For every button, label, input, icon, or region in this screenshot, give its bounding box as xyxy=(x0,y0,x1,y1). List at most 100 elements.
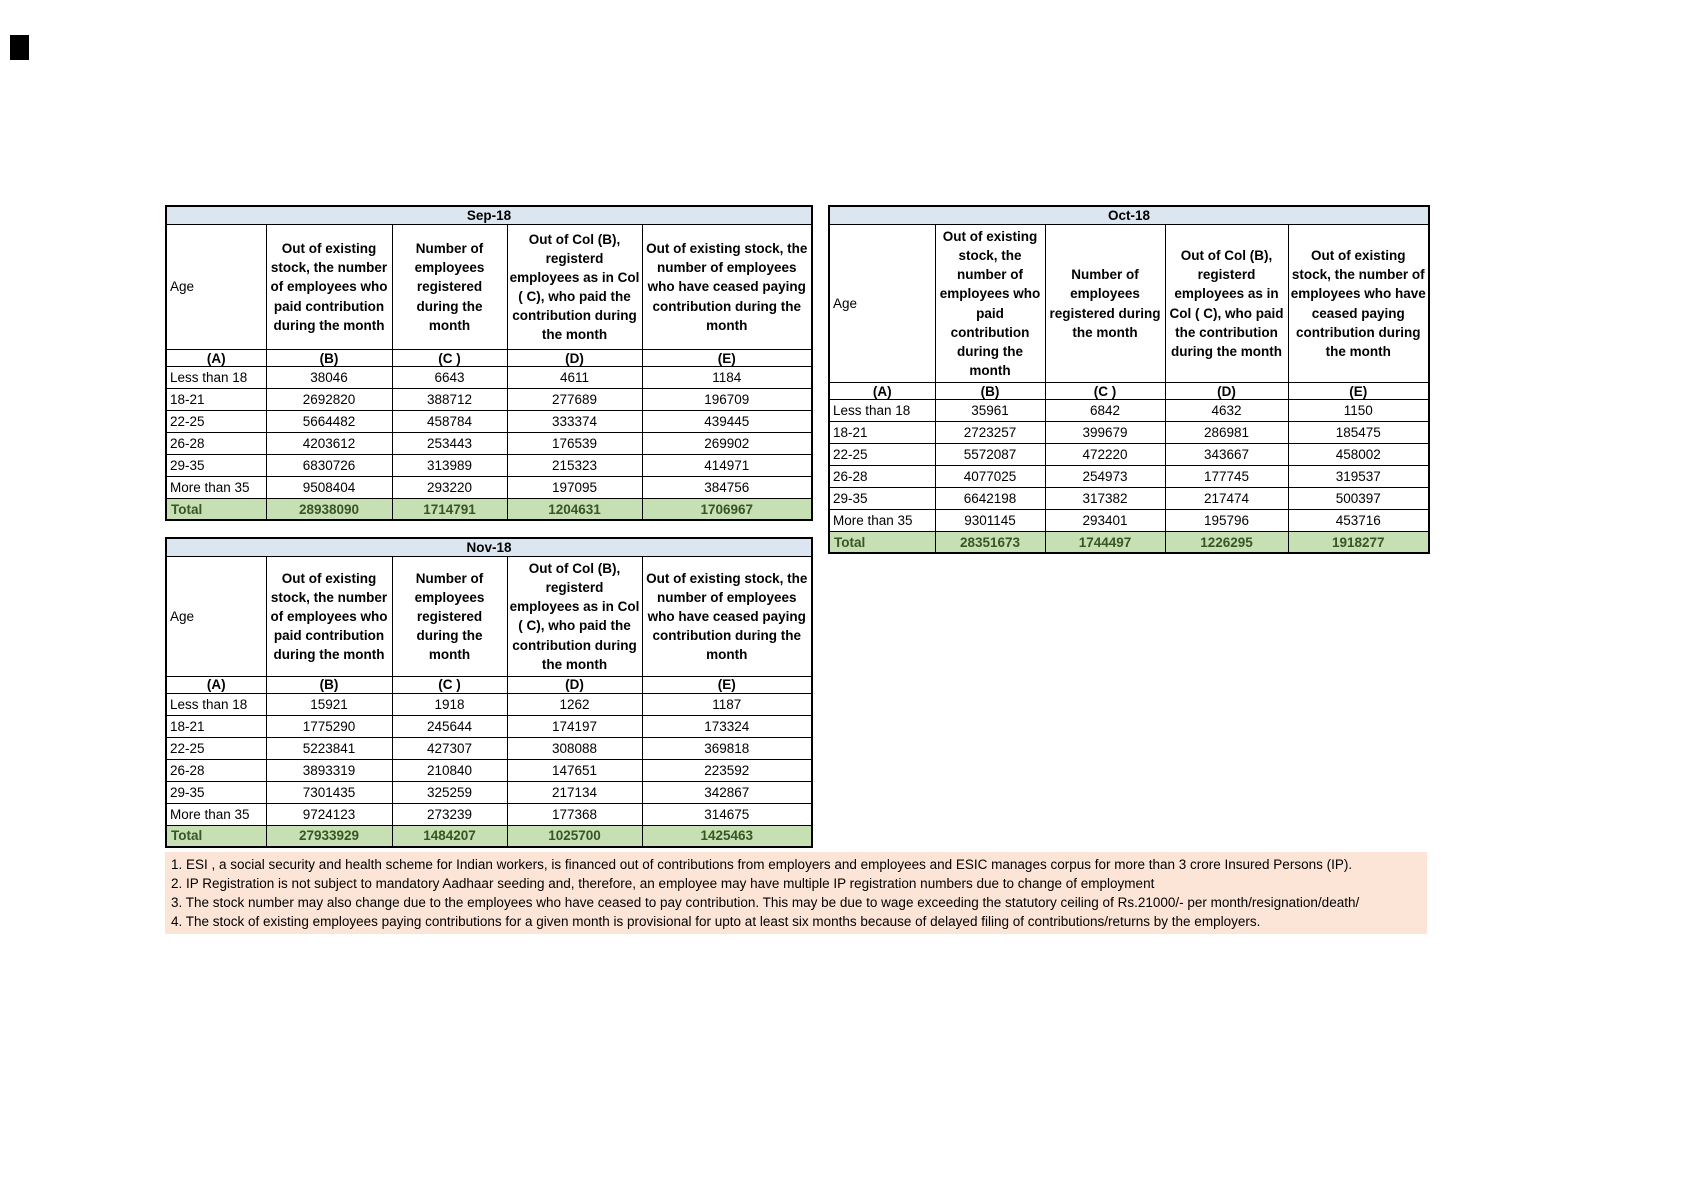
value-cell: 500397 xyxy=(1287,487,1430,511)
table-row: 22-25 5664482 458784 333374 439445 xyxy=(165,410,813,433)
month-title: Sep-18 xyxy=(165,205,813,225)
value-cell: 38046 xyxy=(265,366,393,389)
value-cell: 196709 xyxy=(641,388,813,411)
value-cell: 325259 xyxy=(391,780,508,804)
subheader-row: (A) (B) (C ) (D) (E) xyxy=(828,382,1430,401)
table-row: 26-28 3893319 210840 147651 223592 xyxy=(165,758,813,782)
value-cell: 185475 xyxy=(1287,421,1430,445)
value-cell: 1262 xyxy=(506,692,643,716)
column-header-c: Number of employees registered during th… xyxy=(1044,223,1166,384)
month-table: Oct-18 Age Out of existing stock, the numb… xyxy=(828,205,1431,555)
column-header-d: Out of Col (B), registerd employees as i… xyxy=(1164,223,1289,384)
value-cell: 269902 xyxy=(641,432,813,455)
value-cell: 5572087 xyxy=(934,443,1046,467)
subheader-cell: (E) xyxy=(1287,382,1430,401)
value-cell: 343667 xyxy=(1164,443,1289,467)
age-cell: 18-21 xyxy=(165,714,267,738)
subheader-cell: (D) xyxy=(506,349,643,367)
total-value: 1204631 xyxy=(506,498,643,521)
subheader-cell: (C ) xyxy=(391,675,508,694)
column-header-d: Out of Col (B), registerd employees as i… xyxy=(506,556,643,677)
value-cell: 1150 xyxy=(1287,399,1430,423)
total-value: 28938090 xyxy=(265,498,393,521)
table-row: More than 35 9508404 293220 197095 384756 xyxy=(165,476,813,499)
age-cell: 29-35 xyxy=(165,780,267,804)
subheader-cell: (B) xyxy=(265,675,393,694)
month-table: Nov-18 Age Out of existing stock, the numb… xyxy=(165,537,813,848)
subheader-cell: (B) xyxy=(934,382,1046,401)
table-row: 29-35 7301435 325259 217134 342867 xyxy=(165,780,813,804)
value-cell: 2692820 xyxy=(265,388,393,411)
subheader-row: (A) (B) (C ) (D) (E) xyxy=(165,349,813,367)
table-row: 18-21 1775290 245644 174197 173324 xyxy=(165,714,813,738)
total-value: 1714791 xyxy=(391,498,508,521)
value-cell: 215323 xyxy=(506,454,643,477)
value-cell: 173324 xyxy=(641,714,813,738)
value-cell: 333374 xyxy=(506,410,643,433)
value-cell: 176539 xyxy=(506,432,643,455)
age-cell: Less than 18 xyxy=(165,692,267,716)
value-cell: 4203612 xyxy=(265,432,393,455)
value-cell: 317382 xyxy=(1044,487,1166,511)
total-value: 1918277 xyxy=(1287,531,1430,554)
value-cell: 9508404 xyxy=(265,476,393,499)
value-cell: 286981 xyxy=(1164,421,1289,445)
month-title: Oct-18 xyxy=(828,205,1430,225)
month-title: Nov-18 xyxy=(165,537,813,557)
age-cell: 26-28 xyxy=(165,432,267,455)
footnote-line-3: 3. The stock number may also change due … xyxy=(171,895,1360,910)
total-value: 27933929 xyxy=(265,824,393,848)
age-cell: 22-25 xyxy=(828,443,936,467)
value-cell: 384756 xyxy=(641,476,813,499)
value-cell: 6643 xyxy=(391,366,508,389)
value-cell: 9724123 xyxy=(265,802,393,826)
footnote-line-2: 2. IP Registration is not subject to man… xyxy=(171,876,1155,891)
nov-18-table-container: Nov-18 Age Out of existing stock, the numb… xyxy=(165,537,813,848)
value-cell: 5223841 xyxy=(265,736,393,760)
value-cell: 427307 xyxy=(391,736,508,760)
column-header-c: Number of employees registered during th… xyxy=(391,556,508,677)
value-cell: 6842 xyxy=(1044,399,1166,423)
total-row: Total 28351673 1744497 1226295 1918277 xyxy=(828,531,1430,554)
table-row: Less than 18 38046 6643 4611 1184 xyxy=(165,366,813,389)
age-cell: 22-25 xyxy=(165,410,267,433)
value-cell: 308088 xyxy=(506,736,643,760)
table-row: 26-28 4077025 254973 177745 319537 xyxy=(828,465,1430,489)
value-cell: 5664482 xyxy=(265,410,393,433)
value-cell: 319537 xyxy=(1287,465,1430,489)
table-row: 18-21 2723257 399679 286981 185475 xyxy=(828,421,1430,445)
table-row: 29-35 6642198 317382 217474 500397 xyxy=(828,487,1430,511)
table-row: 29-35 6830726 313989 215323 414971 xyxy=(165,454,813,477)
subheader-cell: (E) xyxy=(641,349,813,367)
value-cell: 472220 xyxy=(1044,443,1166,467)
value-cell: 273239 xyxy=(391,802,508,826)
table-row: More than 35 9301145 293401 195796 453716 xyxy=(828,509,1430,533)
oct-18-table-container: Oct-18 Age Out of existing stock, the numb… xyxy=(828,205,1431,555)
value-cell: 458002 xyxy=(1287,443,1430,467)
month-table: Sep-18 Age Out of existing stock, the numb… xyxy=(165,205,814,521)
total-value: 1025700 xyxy=(506,824,643,848)
value-cell: 1775290 xyxy=(265,714,393,738)
value-cell: 1184 xyxy=(641,366,813,389)
age-cell: 18-21 xyxy=(165,388,267,411)
footnote-line-1: 1. ESI , a social security and health sc… xyxy=(171,857,1353,872)
subheader-cell: (D) xyxy=(506,675,643,694)
column-header-d: Out of Col (B), registerd employees as i… xyxy=(506,224,643,350)
total-label: Total xyxy=(828,531,936,554)
value-cell: 177368 xyxy=(506,802,643,826)
table-row: 22-25 5572087 472220 343667 458002 xyxy=(828,443,1430,467)
value-cell: 293220 xyxy=(391,476,508,499)
column-header-row: Age Out of existing stock, the number of … xyxy=(165,556,813,677)
age-cell: 22-25 xyxy=(165,736,267,760)
column-header-c: Number of employees registered during th… xyxy=(391,224,508,350)
value-cell: 369818 xyxy=(641,736,813,760)
age-cell: More than 35 xyxy=(165,802,267,826)
value-cell: 217134 xyxy=(506,780,643,804)
table-row: 18-21 2692820 388712 277689 196709 xyxy=(165,388,813,411)
subheader-cell: (D) xyxy=(1164,382,1289,401)
age-cell: Less than 18 xyxy=(828,399,936,423)
column-header-row: Age Out of existing stock, the number of … xyxy=(165,224,813,350)
table-row: 26-28 4203612 253443 176539 269902 xyxy=(165,432,813,455)
column-header-e: Out of existing stock, the number of emp… xyxy=(641,224,813,350)
